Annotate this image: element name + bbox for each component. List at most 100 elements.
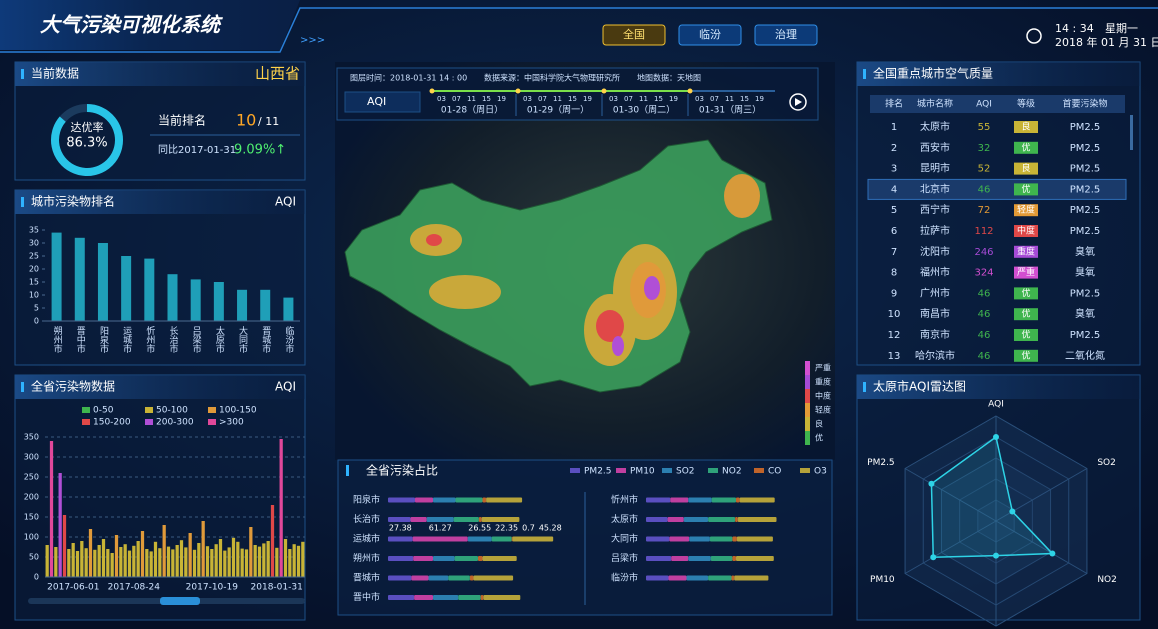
bar-segment [671,556,689,561]
x-tick-label: 阳泉市 [98,326,109,354]
grade-cell: 轻度 [1017,204,1035,216]
nav-button[interactable] [602,24,666,46]
bar-segment [689,536,710,542]
clock-time: 14 : 34 [1055,22,1094,35]
legend-label: NO2 [722,467,742,477]
panel-title: 全省污染占比 [366,463,438,478]
bar-segment [415,497,433,503]
bar-segment [388,536,413,542]
rank-cell: 2 [891,143,897,154]
bar [93,549,97,577]
nav-button[interactable] [754,24,818,46]
bar-segment [388,517,411,522]
y-tick-label: 100 [24,533,39,542]
pollutant-cell: PM2.5 [1070,288,1101,299]
legend-swatch [708,468,718,473]
legend-label: SO2 [676,467,695,477]
bar-segment [735,517,738,522]
x-tick-label: 临汾市 [283,325,294,354]
bar-segment [478,517,482,522]
y-tick-label: 5 [34,304,39,313]
aqi-cell: 46 [978,184,991,195]
aqi-cell: 46 [978,309,991,320]
row-highlight[interactable] [867,178,1127,200]
bar [249,527,253,577]
bar-segment [414,595,433,600]
nav-button[interactable] [678,24,742,46]
bar [106,549,110,577]
map-legend-swatch [805,403,810,417]
bar [162,525,166,577]
bar-segment [736,556,774,561]
panel-title: 全省污染物数据 [31,379,115,394]
bar [114,535,119,577]
bar-segment [482,497,487,503]
bar [49,441,54,577]
bar-segment [388,595,415,600]
y-tick-label: 300 [24,453,39,462]
panel-title: 全国重点城市空气质量 [873,66,993,81]
y-tick-label: 15 [29,278,39,287]
rate-label: 达优率 [71,120,104,134]
hour-label: 03 [523,95,532,103]
map-legend-label: 良 [815,419,823,429]
grade-badge [1014,349,1038,362]
map-legend-label: 中度 [815,391,831,401]
select-box[interactable] [344,91,421,113]
title-marker [863,69,866,79]
category-label: 忻州市 [611,494,638,506]
y-tick-label: 35 [29,226,39,235]
bar-segment [736,497,740,503]
title-marker [863,382,866,392]
bar [231,537,236,577]
bar [205,546,210,577]
bar [296,545,301,577]
legend-swatch [145,407,153,413]
map-legend-swatch [805,389,810,403]
legend-swatch [145,419,153,425]
hour-label: 15 [654,95,663,103]
slider-handle[interactable] [160,597,200,605]
aqi-cell: 32 [978,143,991,154]
city-cell: 沈阳市 [920,245,950,258]
x-tick-label: 2017-10-19 [186,583,239,593]
bar [223,550,227,577]
play-button[interactable] [789,93,807,111]
rank-cell: 1 [891,122,897,133]
bar [197,543,201,577]
bar [101,539,106,577]
panel-header [857,62,1140,86]
bar-segment [688,497,712,503]
legend-swatch [208,407,216,413]
bar [283,297,294,321]
pollutant-cell: 臭氧 [1075,266,1095,279]
bar-segment [731,575,735,581]
y-tick-label: 350 [24,433,39,442]
date: 2018 年 01 月 31 日 [1055,35,1158,49]
pollution-area [429,275,501,309]
title-marker [21,382,24,392]
grade-badge [1014,287,1038,300]
panel-header [857,375,1140,399]
grade-badge [1014,183,1038,196]
table-header: 等级 [1017,98,1035,110]
bar [210,549,214,577]
weekday: 星期一 [1105,22,1138,35]
play-icon [795,98,802,106]
radar-point [928,480,935,487]
table-header: 城市名称 [917,98,953,110]
city-cell: 拉萨市 [920,224,950,237]
decoration-arrows: >>> [300,35,325,46]
y-tick-label: 200 [24,493,39,502]
bar-segment [686,575,709,581]
bar [51,232,62,321]
bar-segment [646,536,670,542]
aqi-cell: 46 [978,288,991,299]
legend-swatch [754,468,764,473]
rank-cell: 9 [891,288,897,299]
category-label: 运城市 [353,533,380,545]
bar-segment [710,556,733,561]
legend-swatch [662,468,672,473]
hour-label: 15 [482,95,491,103]
pollutant-cell: PM2.5 [1070,164,1101,175]
